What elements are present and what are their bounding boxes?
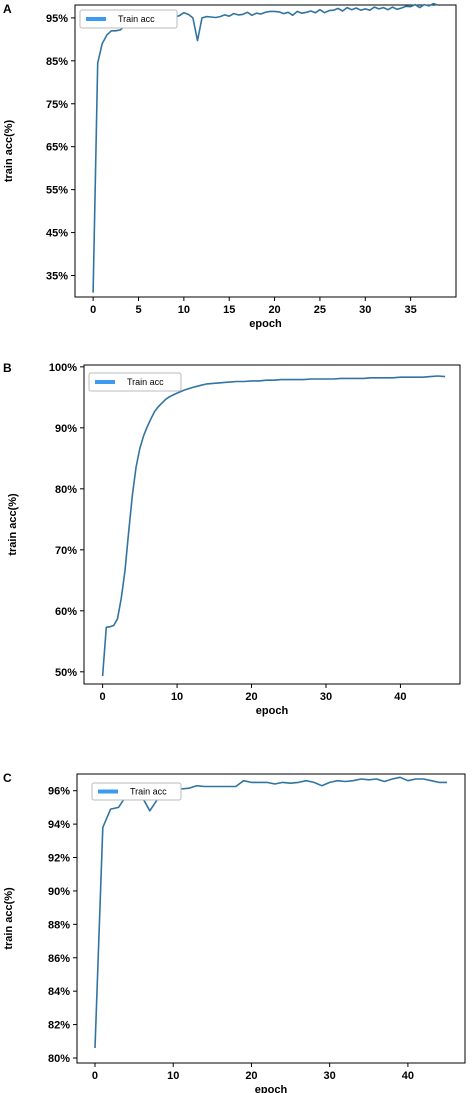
panel-c-ytick-label: 96% [48,786,70,798]
panel-b-label: B [3,361,12,375]
panel-b-xtick-label: 40 [394,691,406,703]
panel-a-xtick-label: 25 [314,304,326,316]
panel-a-xtick-label: 0 [90,304,96,316]
panel-a-ytick-label: 95% [46,13,68,25]
panel-c-x-axis-title: epoch [255,1084,288,1093]
panel-c-ytick-label: 82% [48,1020,70,1032]
panel-a-y-axis-title: train acc(%) [3,119,15,182]
panel-c-ytick-label: 80% [48,1053,70,1065]
panel-a-ytick-label: 35% [46,271,68,283]
panel-c-xtick-label: 30 [324,1070,336,1082]
panel-c-label: C [3,771,12,785]
panel-c-plot-frame [76,773,466,1064]
panel-a-xtick-label: 15 [223,304,235,316]
panel-c-legend-box [91,782,182,801]
panel-c-ytick-label: 92% [48,853,70,865]
panel-c-xtick-label: 40 [402,1070,414,1082]
panel-c-xtick-label: 0 [92,1070,98,1082]
panel-c-xtick-label: 10 [167,1070,179,1082]
panel-c-ytick-label: 90% [48,886,70,898]
panel-a-train-acc-line [92,2,439,293]
panel-b-legend-label: Train acc [127,377,164,387]
panel-c-legend-label: Train acc [130,787,167,797]
panel-a-ytick-label: 55% [46,185,68,197]
panel-c-train-acc-line [94,776,447,1049]
panel-b-xtick-label: 30 [320,691,332,703]
panel-a-ytick-label: 65% [46,142,68,154]
panel-a-xtick-label: 20 [268,304,280,316]
panel-b-ytick-label: 60% [55,606,77,618]
panel-c-legend-swatch [98,789,118,794]
panel-b-y-axis-title: train acc(%) [7,493,19,556]
panel-a-xtick-label: 10 [178,304,190,316]
panel-b-train-acc-line [101,375,446,677]
panel-a-label: A [3,2,12,16]
panel-b-ytick-label: 50% [55,667,77,679]
panel-c-ytick-label: 84% [48,986,70,998]
panel-c-ytick-label: 94% [48,819,70,831]
panel-b-plot-frame [83,364,461,685]
panel-c-ytick-label: 86% [48,953,70,965]
panel-b-ytick-label: 80% [55,484,77,496]
panel-b-xtick-label: 20 [245,691,257,703]
panel-a-x-axis-title: epoch [249,318,282,330]
panel-a-ytick-label: 85% [46,56,68,68]
panel-b-ytick-label: 90% [55,423,77,435]
panel-b-x-axis-title: epoch [256,705,289,717]
panel-a-ytick-label: 45% [46,228,68,240]
panel-b-xtick-label: 10 [171,691,183,703]
panel-a-legend-swatch [86,17,106,21]
panel-a-ytick-label: 75% [46,99,68,111]
panel-a-legend-label: Train acc [118,14,155,24]
panel-a-plot-frame [74,4,457,298]
panel-a-xtick-label: 5 [135,304,141,316]
panel-b-ytick-label: 70% [55,545,77,557]
panel-b-legend-box [88,372,182,392]
panel-c-y-axis-title: train acc(%) [3,887,15,950]
panel-a-legend-box [79,9,178,29]
panel-b-xtick-label: 0 [100,691,106,703]
panel-a-xtick-label: 30 [359,304,371,316]
panel-c-xtick-label: 20 [245,1070,257,1082]
panel-b-ytick-label: 100% [49,362,77,374]
panel-a-xtick-label: 35 [405,304,417,316]
panel-c-ytick-label: 88% [48,919,70,931]
panel-b-legend-swatch [95,380,115,384]
